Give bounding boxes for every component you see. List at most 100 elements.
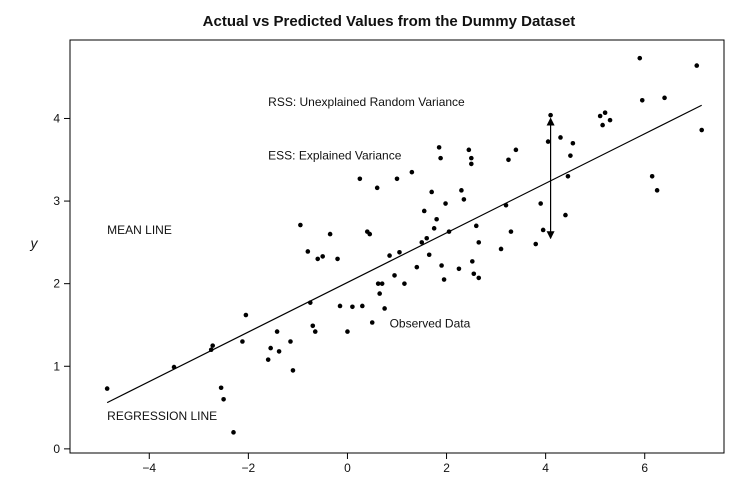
data-point	[506, 157, 511, 163]
data-point	[392, 273, 397, 278]
data-point	[570, 140, 576, 146]
annotation-label: ESS: Explained Variance	[268, 149, 402, 163]
plot-frame	[69, 39, 725, 454]
annotation-label: Observed Data	[390, 316, 471, 330]
data-point	[545, 139, 551, 144]
data-point	[394, 176, 400, 182]
data-point	[600, 122, 605, 128]
x-tick-label: −2	[242, 461, 256, 475]
data-point	[565, 173, 571, 179]
annotation-label: RSS: Unexplained Random Variance	[268, 95, 465, 109]
data-point	[424, 235, 430, 241]
data-point	[421, 208, 427, 214]
data-point	[307, 300, 313, 305]
data-point	[265, 357, 271, 362]
data-point	[459, 188, 464, 193]
data-point	[274, 329, 280, 334]
data-point	[498, 246, 504, 252]
data-point	[387, 253, 392, 258]
x-tick-label: 4	[542, 461, 549, 475]
data-point	[290, 368, 296, 373]
data-point	[218, 385, 224, 391]
data-point	[446, 229, 452, 234]
data-point	[476, 240, 482, 245]
data-point	[469, 155, 474, 161]
data-point	[345, 329, 350, 334]
y-axis-label: y	[30, 235, 39, 251]
annotations: RSS: Unexplained Random Variance ESS: Exp…	[107, 95, 470, 423]
data-point	[377, 291, 382, 296]
data-point	[312, 329, 318, 334]
data-point	[240, 339, 245, 344]
data-point	[231, 430, 236, 435]
data-point	[662, 95, 667, 101]
data-point	[276, 349, 282, 354]
x-tick-label: 0	[344, 461, 351, 475]
data-point	[533, 241, 539, 247]
data-point	[540, 227, 546, 233]
chart-title: Actual vs Predicted Values from the Dumm…	[203, 13, 576, 30]
data-point	[461, 197, 467, 202]
data-point	[429, 189, 434, 195]
data-point	[439, 263, 444, 268]
data-point	[473, 223, 479, 229]
data-point	[337, 303, 343, 309]
data-point	[397, 249, 402, 255]
data-point	[221, 397, 226, 402]
data-point	[637, 55, 643, 61]
data-point	[639, 97, 645, 103]
data-point	[597, 113, 603, 119]
data-point	[305, 249, 311, 254]
data-point	[602, 110, 608, 115]
data-point	[315, 256, 321, 262]
data-point	[243, 312, 249, 318]
data-point	[434, 216, 439, 222]
y-tick-label: 3	[53, 194, 60, 208]
data-point	[469, 161, 474, 167]
data-point	[320, 254, 325, 259]
data-point	[360, 303, 365, 309]
y-tick-label: 2	[53, 277, 60, 291]
x-tick-label: −4	[142, 461, 156, 475]
data-point	[563, 212, 568, 218]
data-point	[649, 173, 655, 179]
data-point	[548, 112, 553, 118]
data-point	[503, 202, 509, 208]
data-point	[208, 347, 214, 353]
data-point	[476, 275, 482, 281]
data-point	[508, 229, 514, 234]
data-point	[288, 339, 293, 344]
data-point	[369, 320, 375, 325]
data-point	[104, 386, 110, 391]
data-point	[456, 266, 462, 272]
data-point	[568, 153, 573, 158]
data-point	[379, 281, 385, 286]
annotation-label: MEAN LINE	[107, 223, 172, 237]
y-tick-label: 0	[53, 442, 60, 456]
y-tick-label: 1	[53, 359, 60, 373]
data-point	[538, 201, 543, 206]
data-point	[375, 281, 381, 286]
regression-line	[106, 104, 702, 404]
data-point	[414, 264, 420, 270]
data-point	[436, 145, 442, 150]
data-point	[335, 256, 340, 262]
regression-line-layer	[106, 104, 702, 404]
data-point	[350, 304, 355, 310]
data-point	[426, 252, 432, 258]
data-point	[210, 343, 215, 348]
y-tick-label: 4	[53, 111, 60, 125]
data-point	[367, 231, 373, 237]
data-point	[431, 226, 437, 231]
data-point	[402, 281, 407, 286]
data-point	[470, 259, 475, 264]
data-point	[513, 147, 519, 153]
data-point	[357, 176, 363, 182]
data-point	[699, 127, 705, 133]
y-axis: 0 1 2 3 4	[53, 111, 70, 456]
data-point	[409, 169, 415, 175]
x-tick-label: 6	[641, 461, 648, 475]
data-point	[607, 117, 613, 123]
observed-points	[104, 55, 705, 435]
data-point	[466, 147, 472, 153]
